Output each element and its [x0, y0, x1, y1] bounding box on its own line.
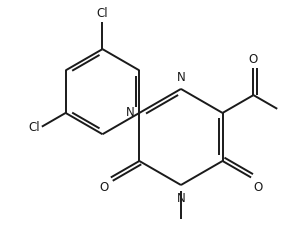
Text: O: O [253, 180, 263, 193]
Text: N: N [177, 71, 185, 84]
Text: O: O [99, 180, 109, 193]
Text: N: N [126, 106, 134, 119]
Text: Cl: Cl [28, 121, 40, 134]
Text: O: O [249, 53, 258, 66]
Text: Cl: Cl [97, 7, 108, 20]
Text: N: N [177, 191, 185, 204]
